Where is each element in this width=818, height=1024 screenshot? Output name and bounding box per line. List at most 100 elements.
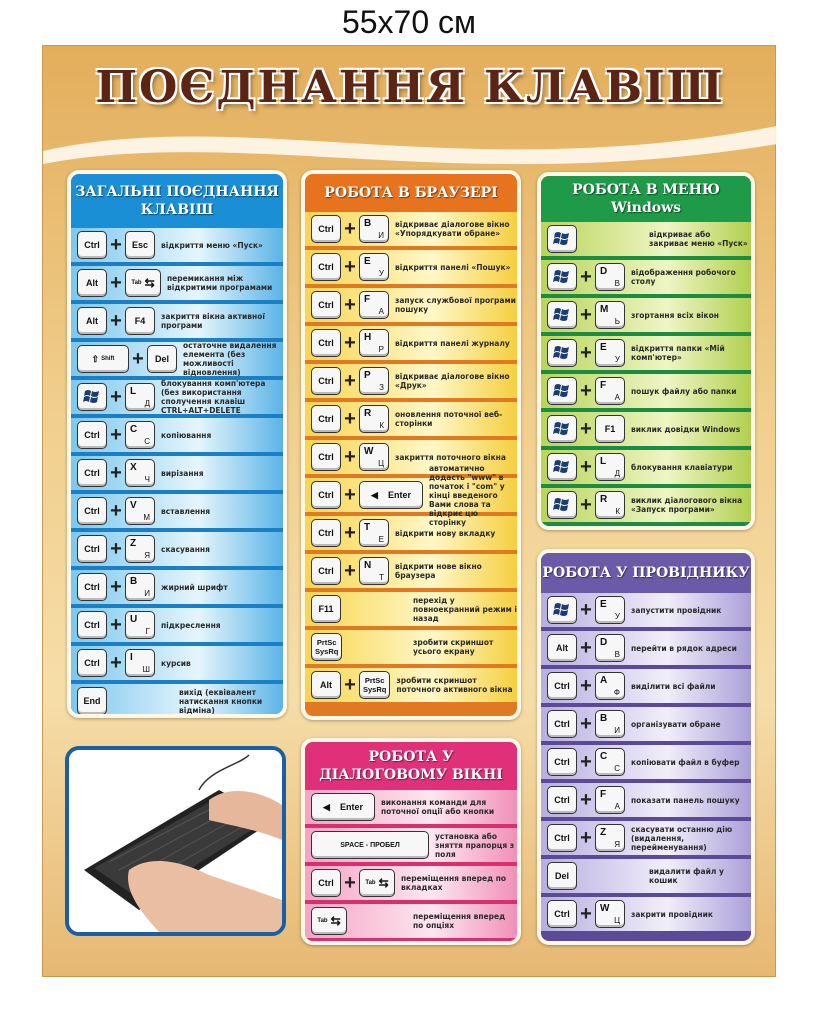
key-label: Ctrl xyxy=(318,262,334,272)
key-label: Enter xyxy=(387,490,411,500)
shortcut-description: виклик довідки Windows xyxy=(631,424,741,434)
plus-sign: + xyxy=(110,424,122,446)
key-label: Enter xyxy=(339,802,363,812)
shortcut-description: блокування клавіатури xyxy=(631,462,733,472)
shortcut-description: відкриття меню «Пуск» xyxy=(161,240,263,250)
shortcut-description: відкрити нове вікно браузера xyxy=(395,562,482,580)
key-ctrl: Ctrl xyxy=(77,459,107,487)
windows-logo-icon xyxy=(553,230,571,248)
shortcut-description: переміщення вперед по вкладках xyxy=(401,874,507,892)
shortcut-row: Ctrl + ◀ Enter автоматично додасть "www" в п… xyxy=(305,464,517,527)
key-alt: Alt xyxy=(77,307,107,335)
shortcut-description: блокування комп'ютера (без використання … xyxy=(161,379,266,415)
shortcut-row: Alt + F4 закриття вікна активної програми xyxy=(71,304,283,342)
shortcut-description: виділити всі файли xyxy=(631,681,716,691)
plus-sign: + xyxy=(344,674,356,696)
shortcut-description: відкриває діалогове вікно «Упорядкувати … xyxy=(395,220,510,238)
key-cyrillic-label: Я xyxy=(144,551,150,560)
key-label: Tab xyxy=(317,918,328,924)
key-ctrl: Ctrl xyxy=(547,900,577,928)
plus-sign: + xyxy=(344,332,356,354)
key-cyrillic-label: К xyxy=(379,421,384,430)
key-f11: F11 xyxy=(311,595,341,623)
key-combo: Ctrl + N Т xyxy=(311,557,389,585)
key-ctrl: Ctrl xyxy=(77,611,107,639)
shortcut-row: ⇧ Shift + Del остаточне видалення елемента (… xyxy=(71,341,283,380)
key-cyrillic-label: С xyxy=(614,764,620,773)
windows-logo-icon xyxy=(553,458,571,476)
key-windows xyxy=(547,263,577,291)
plus-sign: + xyxy=(344,522,356,544)
key-label: X xyxy=(130,462,137,473)
windows-logo-icon xyxy=(553,268,571,286)
key-windows xyxy=(547,453,577,481)
key-label: I xyxy=(130,652,133,663)
key-cyrillic-label: Ф xyxy=(613,688,620,697)
key-label: Tab xyxy=(131,280,142,286)
key-label: Z xyxy=(600,827,607,838)
key-label: Ctrl xyxy=(318,490,334,500)
key-label: Ctrl xyxy=(318,300,334,310)
key-combo: Alt + Tab ⇆ xyxy=(77,269,161,297)
panel-title-line: ЗАГАЛЬНІ ПОЄДНАННЯ xyxy=(75,184,279,200)
shortcut-row: PrtSc SysRq зробити скриншот усього екран… xyxy=(305,630,517,668)
key-ctrl: Ctrl xyxy=(77,535,107,563)
shortcut-row: + F1 виклик довідки Windows xyxy=(541,412,751,450)
key-label: H xyxy=(364,332,372,343)
shortcut-row: Tab ⇆ переміщення вперед по опціях xyxy=(305,904,517,941)
key-combo: Del xyxy=(547,862,643,890)
key-ctrl: Ctrl xyxy=(311,291,341,319)
key-tab: Tab ⇆ xyxy=(311,907,347,935)
key-label: Alt xyxy=(86,278,98,288)
shortcut-description: остаточне видалення елемента (без можлив… xyxy=(183,341,277,377)
key-windows xyxy=(547,596,577,624)
key-label: Ctrl xyxy=(84,468,100,478)
key-alt: Alt xyxy=(77,269,107,297)
shortcut-description: відкриття панелі журналу xyxy=(395,338,510,348)
key-prtsc: PrtSc SysRq xyxy=(311,633,343,661)
key-label: Ctrl xyxy=(84,430,100,440)
shortcut-description: перехід у повноекранний режим і назад xyxy=(413,595,517,623)
key-space-пробел: SPACE - ПРОБЕЛ xyxy=(311,831,429,859)
key-ctrl: Ctrl xyxy=(77,497,107,525)
key-label: E xyxy=(600,599,607,610)
key-label: End xyxy=(83,696,101,706)
key-ctrl: Ctrl xyxy=(311,519,341,547)
shortcut-description: відкрити нову вкладку xyxy=(395,528,496,538)
key-label: SPACE - ПРОБЕЛ xyxy=(340,841,400,849)
shortcut-description: згортання всіх вікон xyxy=(631,310,719,320)
key-ctrl: Ctrl xyxy=(77,231,107,259)
plus-sign: + xyxy=(110,462,122,484)
shortcut-description: виклик діалогового вікна «Запуск програм… xyxy=(631,496,743,514)
key-cyrillic-label: А xyxy=(378,307,384,316)
key-label: Ctrl xyxy=(554,681,570,691)
key-ctrl: Ctrl xyxy=(311,215,341,243)
key-label: Ctrl xyxy=(554,909,570,919)
key-enter: ◀ Enter xyxy=(359,481,423,509)
key-cyrillic-label: У xyxy=(614,355,620,364)
key-combo: SPACE - ПРОБЕЛ xyxy=(311,831,429,859)
key-combo: Ctrl + Z Я xyxy=(547,824,625,852)
key-combo: Ctrl + E У xyxy=(311,253,389,281)
shortcut-description: підкреслення xyxy=(161,620,221,630)
key-enter: ◀ Enter xyxy=(311,793,375,821)
panel-title: РОБОТА В МЕНЮ Windows xyxy=(541,176,751,222)
shortcut-description: переміщення вперед по опціях xyxy=(413,912,506,930)
key-combo: + E У xyxy=(547,596,625,624)
key-label: F xyxy=(600,789,607,800)
enter-arrow-icon: ◀ xyxy=(323,801,330,812)
